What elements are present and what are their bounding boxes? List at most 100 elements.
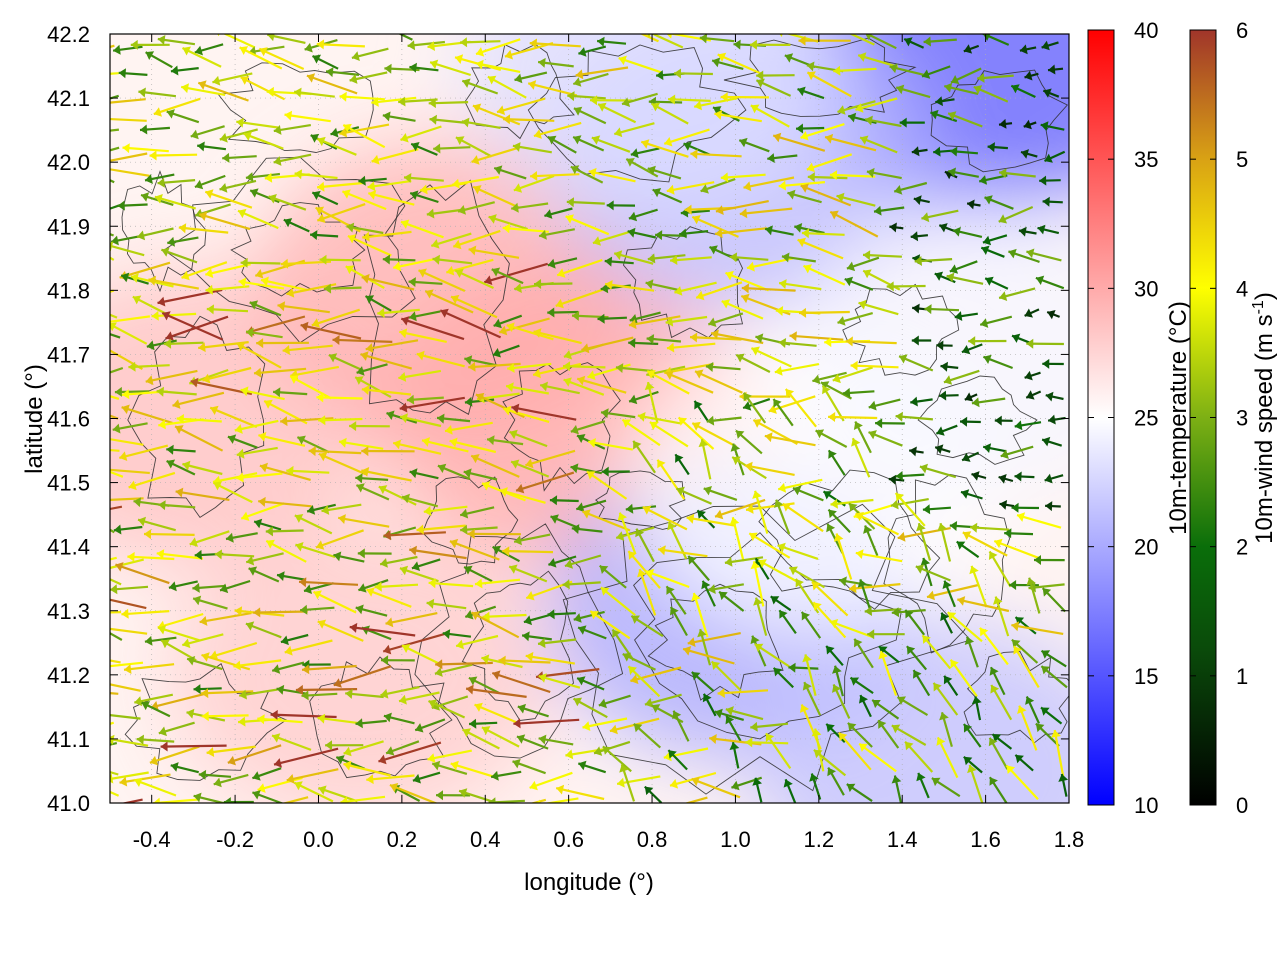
wind-vector — [338, 440, 384, 450]
wind-vector-head — [71, 443, 78, 453]
wind-vector-head — [895, 411, 903, 422]
wind-vector — [498, 659, 551, 664]
wind-vector — [525, 449, 576, 467]
wind-vector-head — [522, 631, 530, 642]
wind-vector — [332, 338, 393, 343]
wind-vector-head — [625, 503, 634, 514]
wind-vector-head — [839, 576, 847, 587]
wind-vector-head — [374, 581, 382, 592]
wind-vector-head — [562, 579, 570, 590]
wind-vector-head — [702, 693, 712, 703]
wind-vector — [110, 128, 120, 132]
wind-vector — [894, 492, 926, 527]
wind-vector — [110, 627, 148, 635]
wind-vector-head — [961, 345, 971, 355]
wind-vector — [258, 434, 306, 447]
wind-vector-head — [162, 311, 171, 321]
wind-vector-head — [622, 97, 631, 107]
wind-vector — [529, 771, 573, 789]
wind-vector-head — [936, 340, 944, 351]
wind-vector-head — [409, 468, 418, 479]
wind-vector-head — [365, 343, 374, 353]
wind-vector-head — [343, 760, 352, 771]
wind-vector-head — [310, 230, 318, 240]
wind-vector-head — [750, 561, 761, 570]
wind-vector — [743, 176, 795, 189]
wind-vector-head — [615, 363, 624, 373]
wind-colorbar-ticks: 0 1 2 3 4 5 6 — [1190, 18, 1248, 818]
wind-vector-head — [252, 771, 261, 781]
wind-vector-head — [538, 638, 546, 649]
wind-vector — [828, 415, 878, 420]
wind-vector-head — [719, 591, 728, 601]
wind-vector-head — [199, 211, 208, 221]
wind-vector — [858, 742, 897, 773]
wind-vector-head — [889, 63, 898, 74]
wind-vector-head — [571, 524, 580, 534]
wind-vector-head — [604, 256, 613, 267]
wind-vector-head — [578, 760, 587, 771]
wind-vector-head — [854, 638, 863, 648]
wind-vector-head — [572, 310, 580, 321]
wind-vector-head — [437, 413, 445, 424]
wind-vector — [273, 747, 339, 766]
wind-vector-head — [317, 136, 326, 147]
contour-line — [422, 476, 519, 565]
wind-vector-head — [382, 111, 391, 122]
wind-vector-head — [110, 584, 118, 595]
wind-vector-head — [319, 254, 327, 265]
wind-vector-head — [906, 646, 916, 655]
wind-vector-head — [206, 747, 215, 757]
wind-vector-head — [160, 741, 168, 752]
wind-vector-head — [557, 268, 566, 278]
wind-vector — [343, 762, 391, 777]
wind-vector-head — [94, 207, 102, 216]
wind-vector — [979, 627, 1009, 666]
wind-colorbar-label: 10m-wind speed (m s-1) — [1250, 292, 1278, 544]
wind-vector — [752, 561, 765, 607]
wind-vector — [618, 57, 662, 74]
wind-vector-head — [800, 183, 809, 193]
wind-vector-head — [867, 629, 875, 640]
wind-vector-head — [74, 382, 82, 392]
wind-vector — [281, 796, 309, 803]
wind-vector-head — [267, 34, 275, 42]
wind-vector-head — [895, 471, 903, 481]
wind-vector-head — [813, 602, 822, 611]
wind-vector-head — [319, 452, 328, 462]
wind-vector — [175, 490, 230, 501]
wind-vector — [202, 366, 252, 382]
wind-vector-head — [487, 75, 497, 85]
wind-vector-head — [863, 525, 873, 534]
wind-vector — [233, 659, 282, 668]
wind-vector — [645, 570, 690, 589]
wind-vector — [525, 654, 575, 665]
wind-vector — [110, 44, 115, 49]
wind-vector-head — [294, 87, 302, 98]
wind-vector — [257, 717, 303, 724]
wind-vector-head — [647, 165, 656, 176]
wind-vector — [361, 276, 415, 291]
wind-vector-head — [464, 355, 473, 365]
wind-vector — [483, 262, 549, 284]
wind-vector-head — [547, 258, 556, 269]
y-tick-label: 42.0 — [47, 150, 90, 175]
wind-vector-head — [148, 275, 157, 286]
wind-vector-head — [113, 44, 121, 55]
wind-vector-head — [468, 361, 476, 372]
wind-vector — [110, 770, 119, 776]
wind-vector-head — [829, 619, 839, 629]
wind-vector-head — [764, 432, 773, 443]
wind-vector-head — [573, 135, 582, 145]
wind-vector — [110, 598, 147, 610]
wind-vector-head — [725, 706, 734, 716]
wind-vector-head — [570, 424, 579, 435]
y-tick-label: 41.1 — [47, 727, 90, 752]
wind-vector-head — [850, 677, 860, 686]
wind-vector — [368, 192, 415, 206]
wind-vector — [604, 282, 655, 292]
wind-vector-head — [304, 584, 312, 594]
wind-vector-head — [316, 39, 325, 50]
wind-vector-head — [919, 463, 928, 474]
wind-vector-head — [600, 283, 609, 294]
